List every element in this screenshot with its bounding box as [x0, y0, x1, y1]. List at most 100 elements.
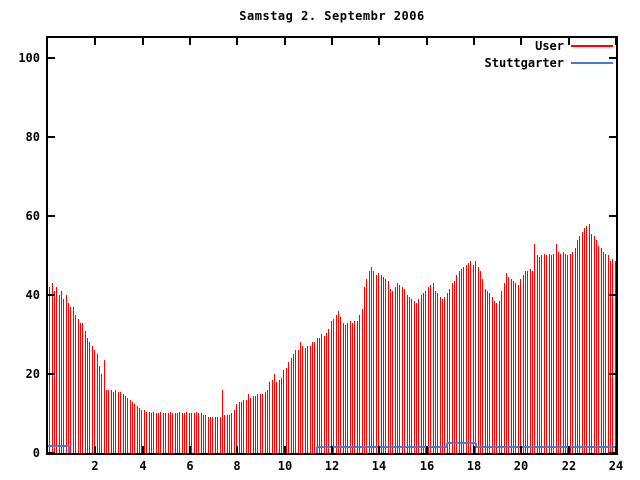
user-impulse-bar	[265, 392, 266, 453]
user-impulse-bar	[56, 287, 57, 453]
user-impulse-bar	[160, 412, 161, 453]
user-impulse-bar	[85, 331, 86, 453]
user-impulse-bar	[201, 413, 202, 453]
user-impulse-bar	[596, 240, 597, 453]
user-impulse-bar	[513, 281, 514, 453]
y-tick-mark	[48, 452, 55, 454]
user-impulse-bar	[272, 380, 273, 453]
user-impulse-bar	[615, 261, 616, 453]
user-impulse-bar	[215, 417, 216, 453]
user-impulse-bar	[132, 402, 133, 453]
user-impulse-bar	[198, 413, 199, 453]
user-impulse-bar	[541, 255, 542, 453]
user-impulse-bar	[113, 392, 114, 453]
y-tick-mark-right	[609, 136, 616, 138]
user-impulse-bar	[111, 390, 112, 453]
x-tick-mark-top	[189, 38, 191, 45]
user-impulse-bar	[61, 291, 62, 453]
user-impulse-bar	[184, 413, 185, 453]
y-tick-mark	[48, 57, 55, 59]
user-impulse-bar	[388, 281, 389, 453]
user-impulse-bar	[222, 390, 223, 453]
y-tick-mark	[48, 136, 55, 138]
user-impulse-bar	[338, 311, 339, 453]
user-impulse-bar	[570, 254, 571, 453]
user-impulse-bar	[234, 410, 235, 453]
x-tick-mark-top	[378, 38, 380, 45]
x-tick-mark	[615, 446, 617, 453]
user-impulse-bar	[179, 412, 180, 453]
user-impulse-bar	[487, 291, 488, 453]
plot-border	[46, 36, 618, 455]
user-impulse-bar	[532, 271, 533, 453]
chart-title: Samstag 2. Septembr 2006	[239, 9, 425, 23]
user-impulse-bar	[286, 368, 287, 453]
user-impulse-bar	[416, 303, 417, 453]
user-impulse-bar	[203, 415, 204, 453]
user-impulse-bar	[610, 261, 611, 453]
user-impulse-bar	[482, 279, 483, 453]
x-tick-label: 16	[419, 459, 435, 473]
x-tick-mark-top	[142, 38, 144, 45]
user-impulse-bar	[470, 261, 471, 453]
stuttgarter-line-segment	[447, 442, 476, 444]
user-impulse-bar	[402, 287, 403, 453]
user-impulse-bar	[395, 287, 396, 453]
user-impulse-bar	[409, 297, 410, 453]
user-impulse-bar	[546, 255, 547, 453]
user-impulse-bar	[80, 323, 81, 453]
user-impulse-bar	[229, 415, 230, 453]
user-impulse-bar	[449, 289, 450, 453]
user-impulse-bar	[283, 370, 284, 453]
user-impulse-bar	[321, 334, 322, 453]
user-impulse-bar	[504, 283, 505, 453]
x-tick-mark	[520, 446, 522, 453]
user-impulse-bar	[239, 402, 240, 453]
x-tick-mark-top	[331, 38, 333, 45]
user-impulse-bar	[324, 336, 325, 453]
user-impulse-bar	[274, 374, 275, 453]
user-impulse-bar	[243, 400, 244, 453]
x-tick-mark-top	[568, 38, 570, 45]
user-impulse-bar	[347, 323, 348, 453]
user-impulse-bar	[414, 301, 415, 453]
user-impulse-bar	[463, 267, 464, 453]
user-impulse-bar	[560, 254, 561, 453]
x-tick-label: 14	[371, 459, 387, 473]
user-impulse-bar	[525, 271, 526, 453]
x-tick-mark	[236, 446, 238, 453]
user-impulse-bar	[444, 297, 445, 453]
user-impulse-bar	[475, 261, 476, 453]
user-impulse-bar	[520, 279, 521, 453]
user-impulse-bar	[594, 236, 595, 453]
user-impulse-bar	[331, 321, 332, 453]
user-impulse-bar	[314, 342, 315, 453]
x-tick-label: 4	[139, 459, 147, 473]
user-impulse-bar	[506, 273, 507, 453]
user-impulse-bar	[231, 413, 232, 453]
user-impulse-bar	[430, 285, 431, 453]
user-impulse-bar	[575, 248, 576, 453]
user-impulse-bar	[392, 291, 393, 453]
user-impulse-bar	[99, 366, 100, 453]
user-impulse-bar	[466, 265, 467, 453]
user-impulse-bar	[459, 271, 460, 453]
y-tick-mark-right	[609, 215, 616, 217]
x-tick-label: 12	[324, 459, 340, 473]
stuttgarter-line-segment	[317, 446, 447, 448]
x-tick-mark	[189, 446, 191, 453]
user-impulse-bar	[558, 252, 559, 453]
user-impulse-bar	[381, 275, 382, 453]
user-impulse-bar	[591, 234, 592, 453]
user-impulse-bar	[246, 400, 247, 453]
user-impulse-bar	[404, 289, 405, 453]
user-impulse-bar	[447, 293, 448, 453]
x-tick-label: 18	[466, 459, 482, 473]
x-tick-mark-top	[520, 38, 522, 45]
user-impulse-bar	[586, 226, 587, 453]
user-impulse-bar	[461, 269, 462, 453]
x-tick-mark	[331, 446, 333, 453]
user-impulse-bar	[137, 406, 138, 453]
user-impulse-bar	[452, 283, 453, 453]
user-impulse-bar	[302, 346, 303, 453]
